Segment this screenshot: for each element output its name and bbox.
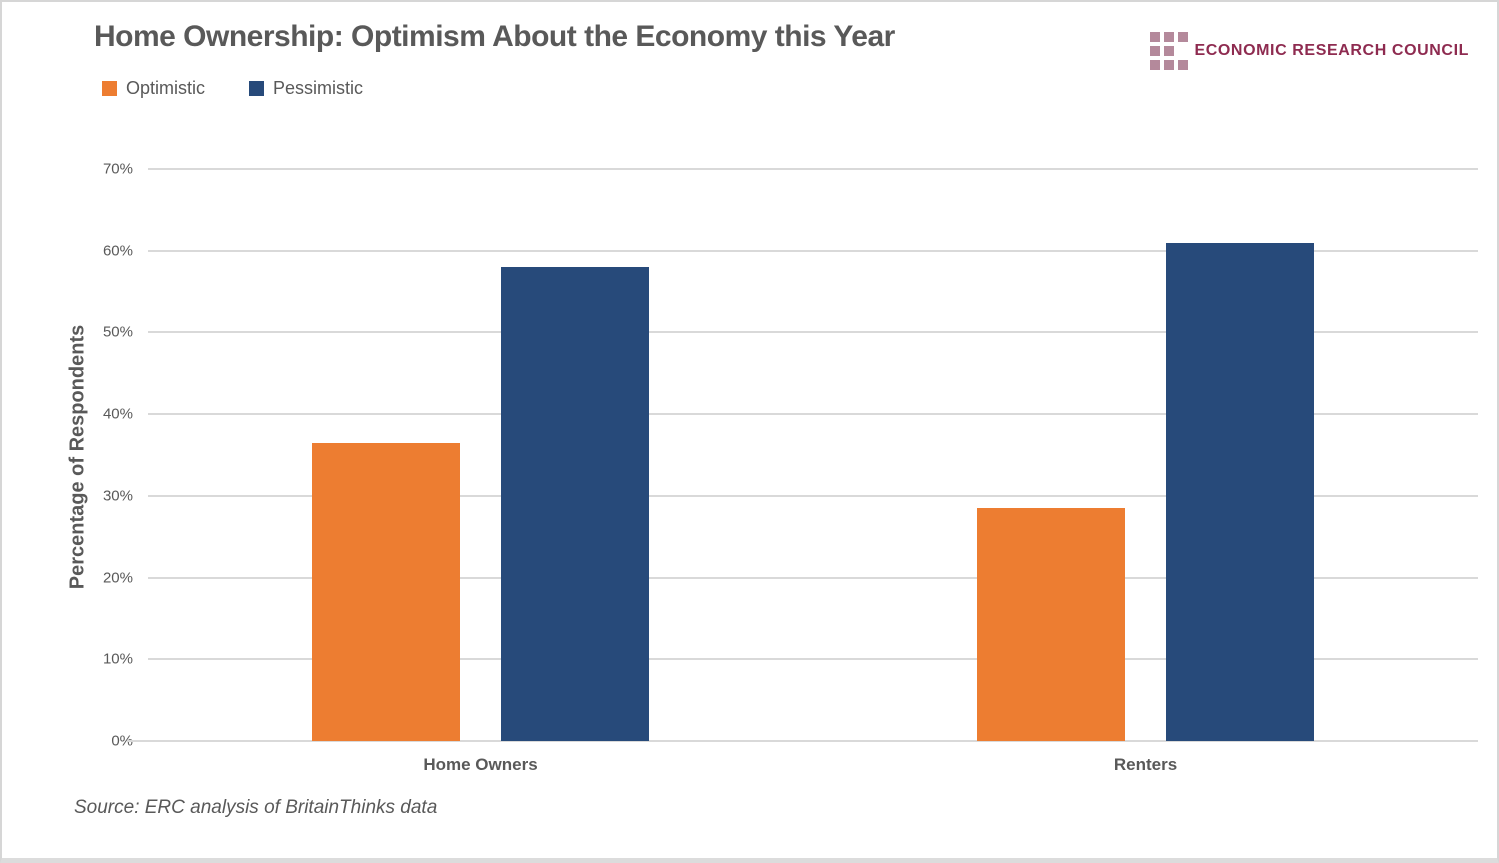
legend-item-pessimistic: Pessimistic	[249, 78, 363, 99]
logo-square-icon	[1164, 60, 1175, 70]
x-axis-category-labels: Home Owners Renters	[148, 755, 1478, 775]
gridline-50	[148, 331, 1478, 334]
bar-home-owners-pessimistic	[501, 267, 649, 741]
gridline-70	[148, 168, 1478, 170]
logo-square-icon	[1150, 60, 1161, 70]
y-tick-label-0: 0%	[111, 732, 133, 750]
x-axis-line	[127, 740, 1478, 742]
legend: Optimistic Pessimistic	[102, 78, 363, 99]
plot-area	[127, 168, 1478, 742]
category-label-home-owners: Home Owners	[423, 755, 538, 774]
y-axis-ticks: 0% 10% 20% 30% 40% 50% 60% 70%	[2, 161, 133, 750]
y-tick-label-20: 20%	[102, 569, 133, 587]
y-tick-label-70: 70%	[102, 160, 133, 178]
source-note: Source: ERC analysis of BritainThinks da…	[74, 797, 438, 818]
logo-square-icon	[1178, 60, 1189, 70]
gridline-60	[148, 249, 1478, 252]
y-tick-label-30: 30%	[102, 487, 133, 505]
bar-renters-pessimistic	[1166, 242, 1314, 741]
y-tick-label-60: 60%	[102, 242, 133, 260]
gridline-10	[148, 658, 1478, 661]
chart-title: Home Ownership: Optimism About the Econo…	[94, 20, 895, 53]
erc-logo: ECONOMIC RESEARCH COUNCIL	[1150, 32, 1469, 70]
bar-home-owners-optimistic	[312, 442, 460, 741]
logo-square-icon	[1150, 32, 1161, 42]
bar-group-home-owners	[148, 169, 813, 741]
legend-swatch-icon	[102, 81, 117, 96]
logo-square-icon	[1178, 32, 1189, 42]
gridline-30	[148, 494, 1478, 497]
y-tick-label-40: 40%	[102, 405, 133, 423]
gridline-40	[148, 413, 1478, 416]
logo-square-row	[1150, 32, 1189, 42]
gridline-20	[148, 576, 1478, 579]
erc-logo-text: ECONOMIC RESEARCH COUNCIL	[1194, 42, 1469, 59]
y-tick-label-10: 10%	[102, 650, 133, 668]
logo-square-icon	[1164, 46, 1175, 56]
bar-groups	[148, 169, 1478, 741]
logo-square-row	[1150, 46, 1188, 56]
legend-swatch-icon	[249, 81, 265, 96]
logo-square-icon	[1164, 32, 1175, 42]
legend-label: Optimistic	[126, 78, 206, 98]
bar-group-renters	[813, 169, 1478, 741]
legend-item-optimistic: Optimistic	[102, 78, 205, 99]
logo-square-icon	[1150, 46, 1161, 56]
erc-logo-squares-icon	[1150, 32, 1189, 70]
legend-label: Pessimistic	[273, 78, 364, 98]
logo-square-row	[1150, 60, 1189, 70]
y-tick-label-50: 50%	[102, 323, 133, 341]
bar-renters-optimistic	[977, 508, 1125, 741]
category-label-renters: Renters	[1113, 755, 1178, 774]
